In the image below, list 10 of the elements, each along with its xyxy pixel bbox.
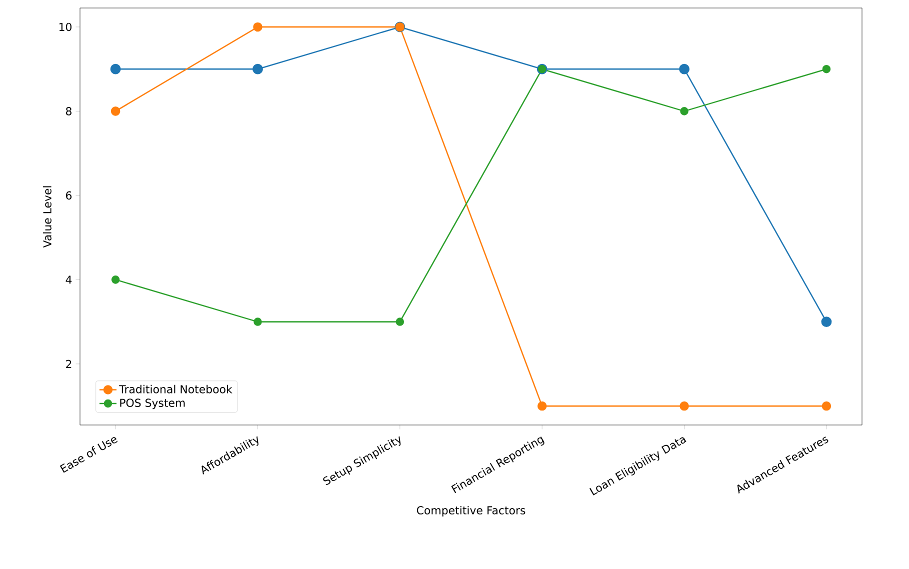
y-tick-label: 6: [66, 191, 72, 200]
y-tick-label: 8: [66, 107, 72, 116]
y-axis-title: Value Level: [42, 186, 52, 248]
y-tick-label: 4: [66, 276, 72, 284]
y-tick-label: 10: [59, 22, 72, 32]
y-tick-label: 2: [66, 360, 72, 368]
x-axis-title: Competitive Factors: [416, 506, 526, 517]
legend-label: Traditional Notebook: [119, 384, 232, 394]
legend-label: POS System: [120, 398, 185, 410]
x-tick-label: Ease of Use: [60, 437, 118, 473]
